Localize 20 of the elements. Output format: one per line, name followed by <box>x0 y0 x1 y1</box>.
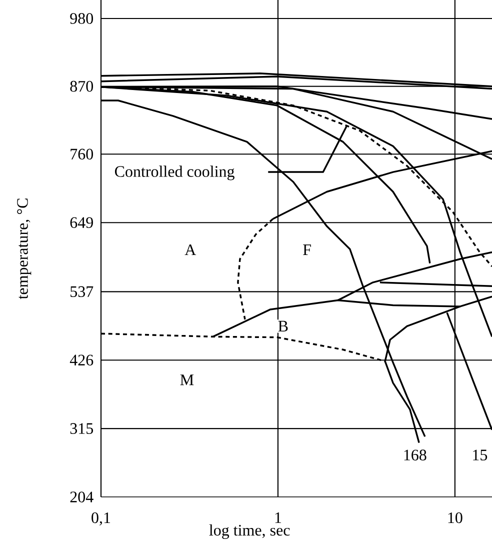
x-tick-label: 1 <box>275 512 282 523</box>
annotation: A <box>184 244 196 256</box>
y-tick-label: 870 <box>70 80 94 92</box>
y-tick-label: 426 <box>70 354 94 366</box>
annotation: Controlled cooling <box>114 166 234 180</box>
annotation: 15 <box>473 450 488 460</box>
y-tick-label: 537 <box>70 286 94 298</box>
x-tick-label: 10 <box>448 512 462 524</box>
y-tick-label: 980 <box>70 13 94 24</box>
y-tick-label: 649 <box>70 217 93 228</box>
y-axis-title: temperature, °C <box>17 198 32 300</box>
y-tick-label: 204 <box>70 492 94 502</box>
y-tick-label: 760 <box>70 148 94 160</box>
x-axis-title: log time, sec <box>209 524 290 539</box>
annotation: F <box>303 244 311 255</box>
x-tick-label: 0,1 <box>92 512 110 526</box>
annotation: B <box>278 320 288 332</box>
y-tick-label: 315 <box>70 423 94 434</box>
annotation: M <box>180 374 194 386</box>
annotation: 168 <box>404 450 426 460</box>
